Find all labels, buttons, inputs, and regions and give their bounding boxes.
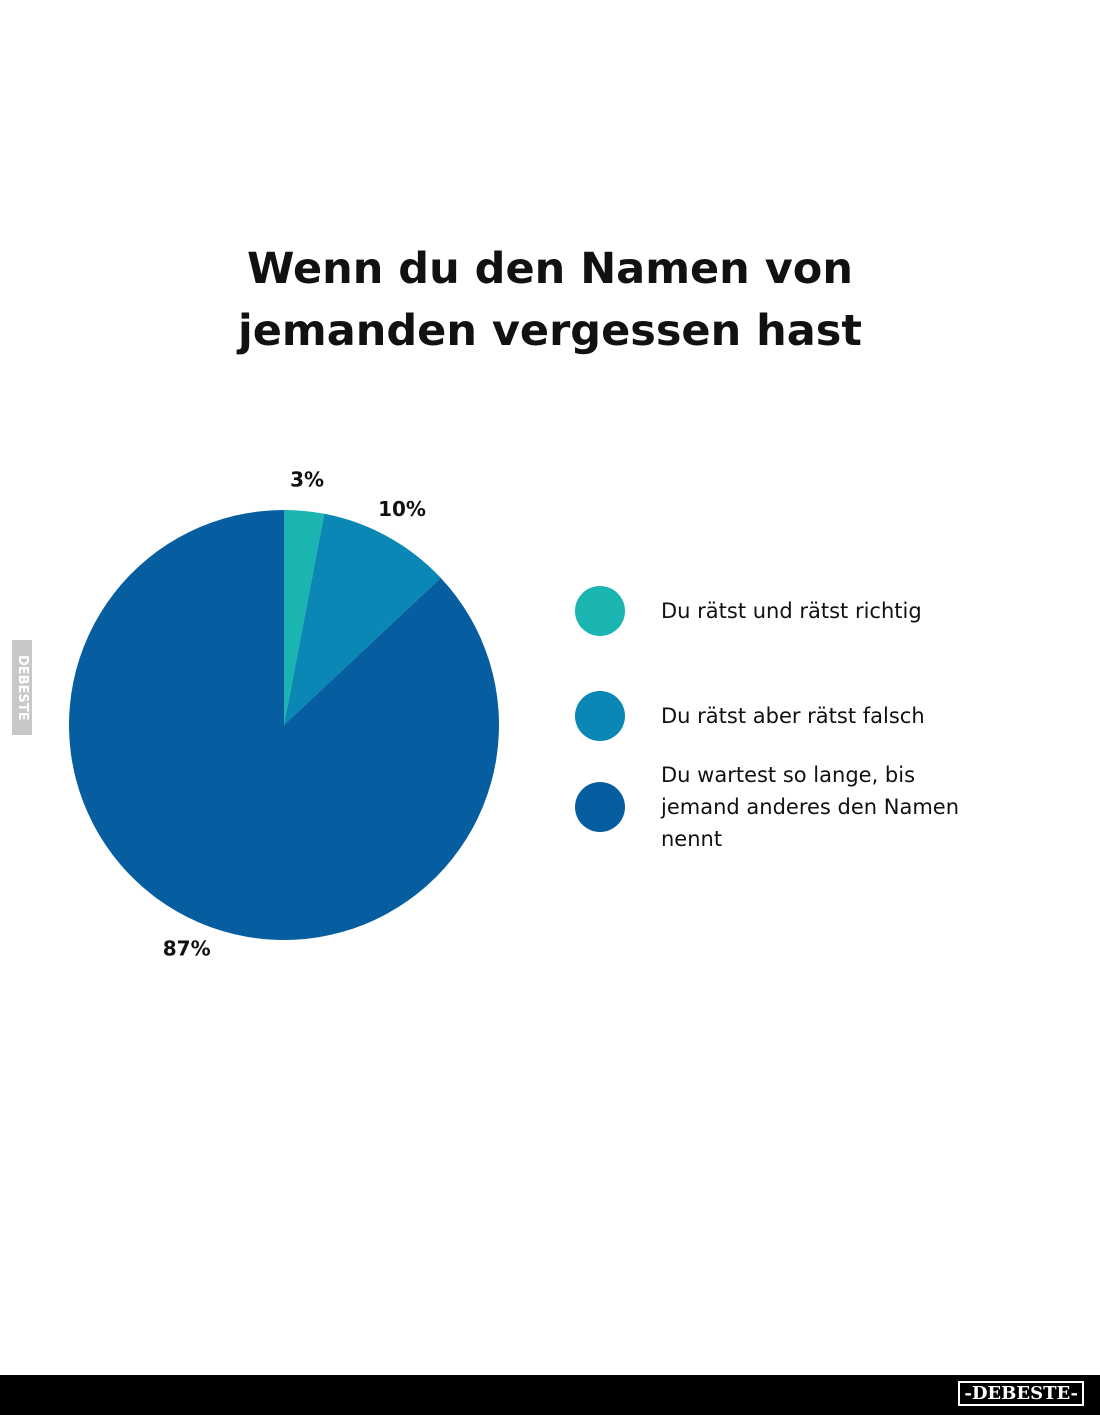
pie-slice (284, 513, 441, 725)
pie-slice (284, 510, 325, 725)
legend-label: Du wartest so lange, bis jemand anderes … (661, 763, 960, 851)
chart: 3% 10% 87% (68, 468, 625, 960)
chart-title: Wenn du den Namen von jemanden vergessen… (238, 244, 862, 356)
data-label: 3% (290, 468, 324, 492)
footer: -DEBESTE- (0, 1375, 1100, 1415)
legend-label: Du rätst und rätst richtig (661, 599, 922, 623)
legend-label: Du rätst aber rätst falsch (661, 704, 925, 728)
footer-logo: -DEBESTE- (958, 1381, 1084, 1406)
pie-slice (68, 510, 499, 941)
data-label: 87% (163, 936, 211, 960)
legend-swatch (575, 691, 625, 741)
legend-swatch (575, 586, 625, 636)
legend-swatch (575, 782, 625, 832)
watermark: DEBESTE (12, 640, 32, 735)
data-label: 10% (378, 497, 426, 521)
